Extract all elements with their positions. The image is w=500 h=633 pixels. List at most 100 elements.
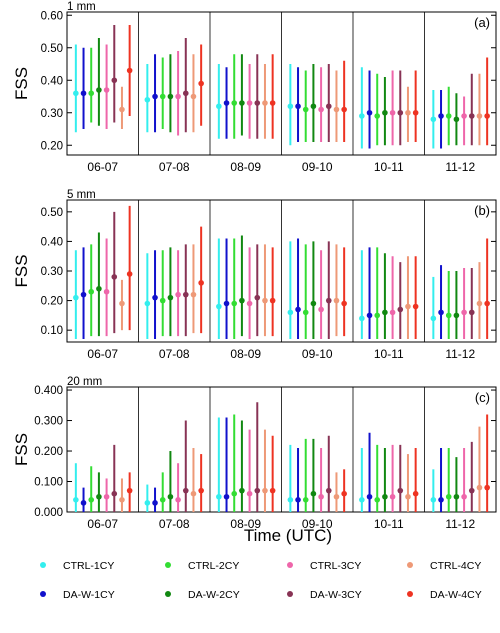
- y-axis-label: FSS: [12, 433, 31, 466]
- mean-point-ctrl-4cy: [405, 493, 411, 500]
- legend-label: DA-W-3CY: [310, 589, 362, 601]
- mean-point-ctrl-2cy: [88, 90, 95, 97]
- legend-label: CTRL-1CY: [63, 560, 114, 572]
- x-tick-label: 11-12: [445, 347, 475, 361]
- mean-point-da-w-4cy: [484, 113, 490, 119]
- y-tick-label: 0.50: [41, 207, 63, 219]
- mean-point-da-w-3cy: [325, 297, 332, 304]
- mean-point-da-w-2cy: [382, 109, 388, 116]
- mean-point-ctrl-2cy: [231, 100, 238, 106]
- chart-panel-2: 0.50 0.40 0.30 0.20 0.10 06-07 07-08 08-09 09-10…: [12, 189, 497, 361]
- mean-point-da-w-2cy: [96, 493, 102, 500]
- mean-point-da-w-2cy: [96, 285, 102, 292]
- mean-point-da-w-4cy: [126, 487, 133, 494]
- legend-label: CTRL-2CY: [188, 560, 239, 572]
- x-tick-label: 09-10: [302, 517, 333, 531]
- mean-point-da-w-4cy: [412, 490, 419, 497]
- mean-point-da-w-3cy: [468, 487, 475, 494]
- legend-label: DA-W-2CY: [188, 589, 240, 601]
- mean-point-ctrl-3cy: [103, 288, 110, 295]
- mean-point-da-w-4cy: [198, 280, 204, 286]
- legend-marker: [165, 562, 171, 568]
- legend-item-da-w-4cy: DA-W-4CY: [407, 589, 482, 601]
- mean-point-ctrl-2cy: [302, 106, 309, 113]
- mean-point-da-w-2cy: [167, 93, 174, 100]
- mean-point-ctrl-2cy: [445, 493, 452, 500]
- mean-point-ctrl-1cy: [430, 116, 437, 123]
- mean-point-da-w-1cy: [295, 103, 301, 110]
- mean-point-ctrl-1cy: [430, 315, 437, 322]
- mean-point-da-w-3cy: [254, 100, 261, 106]
- legend-marker: [287, 591, 293, 597]
- x-tick-label: 07-08: [159, 517, 190, 531]
- mean-point-ctrl-1cy: [287, 309, 294, 316]
- mean-point-da-w-2cy: [96, 87, 102, 93]
- x-tick-label: 11-12: [445, 160, 475, 174]
- mean-point-da-w-3cy: [111, 490, 118, 497]
- panel-label: (b): [474, 203, 490, 218]
- mean-point-ctrl-3cy: [461, 309, 467, 316]
- mean-point-da-w-3cy: [397, 109, 404, 116]
- panel-title: 20 mm: [67, 376, 102, 388]
- mean-point-da-w-1cy: [295, 497, 301, 503]
- mean-point-da-w-4cy: [269, 297, 276, 304]
- mean-point-ctrl-3cy: [318, 306, 324, 313]
- panel-title: 1 mm: [67, 1, 96, 13]
- mean-point-da-w-2cy: [310, 103, 317, 110]
- mean-point-ctrl-1cy: [359, 315, 365, 322]
- panel-title: 5 mm: [67, 189, 96, 201]
- mean-point-ctrl-4cy: [262, 297, 268, 304]
- y-tick-label: 0.30: [41, 108, 63, 120]
- y-axis-label: FSS: [12, 254, 31, 287]
- mean-point-da-w-3cy: [397, 306, 404, 313]
- y-tick-label: 0.300: [34, 416, 63, 428]
- legend-item-da-w-3cy: DA-W-3CY: [287, 589, 362, 601]
- mean-point-da-w-1cy: [366, 493, 373, 500]
- mean-point-ctrl-2cy: [302, 497, 309, 503]
- y-tick-label: 0.400: [34, 385, 63, 397]
- mean-point-da-w-1cy: [366, 109, 373, 116]
- mean-point-da-w-3cy: [182, 487, 189, 494]
- mean-point-ctrl-3cy: [389, 309, 396, 316]
- mean-point-da-w-3cy: [325, 487, 332, 494]
- mean-point-da-w-2cy: [310, 490, 317, 497]
- mean-point-ctrl-4cy: [190, 93, 197, 100]
- mean-point-da-w-4cy: [126, 67, 133, 74]
- mean-point-da-w-1cy: [366, 312, 373, 319]
- mean-point-ctrl-3cy: [103, 87, 110, 93]
- mean-point-ctrl-3cy: [461, 493, 467, 500]
- mean-point-da-w-3cy: [111, 77, 118, 84]
- mean-point-ctrl-2cy: [88, 497, 95, 503]
- mean-point-ctrl-1cy: [287, 103, 294, 110]
- mean-point-da-w-2cy: [382, 493, 388, 500]
- mean-point-ctrl-4cy: [333, 493, 340, 500]
- mean-point-ctrl-1cy: [430, 497, 437, 503]
- mean-point-da-w-4cy: [412, 303, 419, 310]
- mean-point-ctrl-1cy: [73, 497, 79, 503]
- mean-point-ctrl-1cy: [216, 303, 222, 310]
- x-axis-label: Time (UTC): [244, 526, 332, 545]
- mean-point-da-w-4cy: [484, 300, 490, 307]
- mean-point-da-w-4cy: [484, 484, 490, 491]
- mean-point-ctrl-2cy: [302, 309, 309, 316]
- mean-point-da-w-4cy: [269, 100, 276, 106]
- y-tick-label: 0.40: [41, 75, 63, 87]
- mean-point-da-w-2cy: [239, 297, 245, 304]
- mean-point-ctrl-3cy: [389, 493, 396, 500]
- mean-point-da-w-3cy: [254, 487, 261, 494]
- mean-point-ctrl-1cy: [216, 493, 222, 500]
- mean-point-da-w-2cy: [167, 493, 174, 500]
- legend-label: DA-W-1CY: [63, 589, 115, 601]
- x-tick-label: 08-09: [230, 517, 261, 531]
- mean-point-ctrl-4cy: [190, 490, 197, 497]
- y-tick-label: 0.20: [41, 296, 63, 308]
- mean-point-ctrl-4cy: [405, 109, 411, 116]
- panel-label: (a): [474, 15, 490, 30]
- legend-item-da-w-1cy: DA-W-1CY: [40, 589, 115, 601]
- mean-point-ctrl-3cy: [461, 113, 467, 119]
- mean-point-ctrl-1cy: [144, 96, 151, 103]
- y-tick-label: 0.60: [41, 10, 63, 22]
- legend-marker: [287, 562, 293, 568]
- mean-point-da-w-2cy: [310, 300, 317, 307]
- mean-point-ctrl-1cy: [144, 500, 151, 506]
